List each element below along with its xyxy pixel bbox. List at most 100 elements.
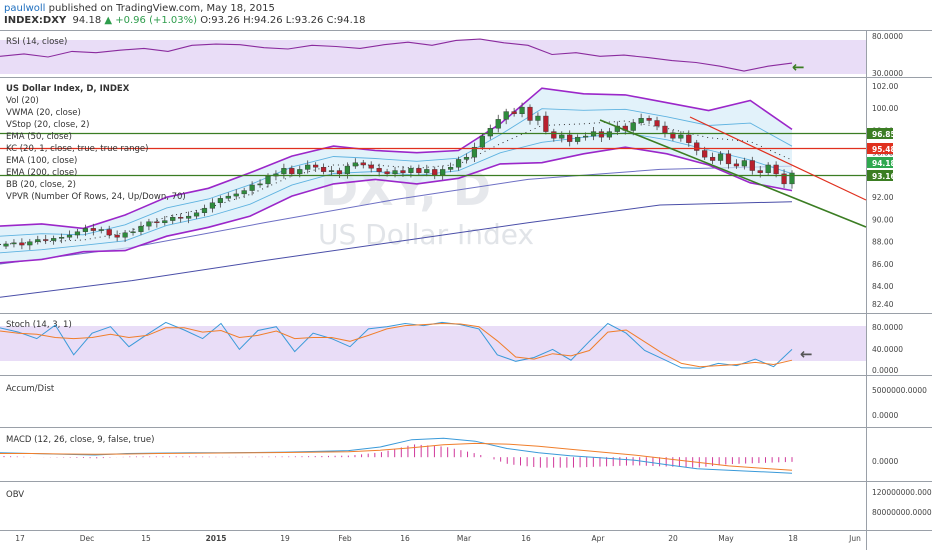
macd-histogram (3, 444, 793, 468)
candle-body (352, 162, 358, 167)
candle-body (281, 168, 287, 175)
time-tick: Jun (848, 534, 861, 543)
candle-body (614, 125, 620, 132)
candle-body (789, 172, 795, 185)
stoch-tick-40: 40.0000 (872, 345, 903, 354)
candle-body (463, 156, 470, 160)
bb-lower (0, 146, 793, 264)
candle-body (686, 134, 692, 143)
candle-body (702, 150, 708, 158)
stoch-k-line (0, 321, 793, 369)
candle-body (741, 160, 747, 167)
legend-item[interactable]: EMA (100, close) (6, 156, 77, 166)
legend-item[interactable]: VWMA (20, close) (6, 108, 81, 118)
stoch-band (0, 326, 866, 361)
candle-body (320, 166, 327, 172)
candle-body (543, 115, 549, 132)
legend-item[interactable]: EMA (50, close) (6, 132, 72, 142)
candle-body (122, 232, 128, 238)
legend-item[interactable]: Vol (20) (6, 96, 39, 106)
candle-body (757, 170, 763, 173)
legend-item[interactable]: VStop (20, close, 2) (6, 120, 89, 130)
macd-label: MACD (12, 26, close, 9, false, true) (6, 435, 154, 445)
red-trend-line[interactable] (689, 116, 867, 201)
candle-body (11, 242, 17, 245)
candle-body (606, 131, 612, 138)
time-tick: Mar (457, 534, 472, 543)
candle-body (90, 228, 96, 231)
candle-body (313, 164, 319, 168)
author-link[interactable]: paulwoll (4, 3, 46, 14)
price-tick: 88.00 (872, 238, 894, 247)
candle-body (265, 175, 271, 185)
candle-body (170, 217, 176, 221)
candle-body (98, 229, 104, 231)
obv-label: OBV (6, 490, 24, 500)
candle-body (448, 166, 454, 170)
candle-body (432, 169, 438, 176)
candle-body (201, 208, 208, 213)
legend-item[interactable]: VPVR (Number Of Rows, 24, Up/Down, 70) (6, 192, 186, 202)
candle-body (781, 173, 787, 185)
candle-body (225, 195, 231, 199)
candle-body (289, 168, 295, 175)
legend-item[interactable]: KC (20, 1, close, true, true range) (6, 144, 148, 154)
candle-body (598, 131, 605, 138)
stoch-arrow-icon: ← (800, 345, 813, 363)
symbol-label: INDEX:DXY (4, 15, 67, 26)
badge-support-text: 93.16 (872, 172, 896, 181)
time-tick: 17 (15, 534, 25, 543)
candle-body (66, 234, 73, 238)
obv-tick-120m: 120000000.0000 (872, 488, 932, 497)
accum-tick-5m: 5000000.0000 (872, 386, 927, 395)
price-tick: 100.00 (872, 104, 898, 113)
candle-body (130, 231, 136, 234)
candle-body (765, 164, 771, 173)
candle-body (440, 169, 446, 176)
badge-red-level (867, 143, 893, 154)
time-tick: Dec (80, 534, 95, 543)
time-tick: 20 (668, 534, 678, 543)
macd-tick-0: 0.0000 (872, 457, 898, 466)
ohlc-values: O:93.26 H:94.26 L:93.26 C:94.18 (200, 15, 366, 26)
rsi-tick-30: 30.0000 (872, 69, 903, 78)
candle-body (455, 159, 462, 168)
candle-body (408, 168, 414, 173)
candle-body (582, 135, 589, 138)
time-tick: 18 (788, 534, 798, 543)
price-change: ▲ +0.96 (+1.03%) (104, 15, 198, 26)
candle-body (344, 165, 350, 175)
candle-body (725, 153, 732, 165)
price-tick: 92.00 (872, 193, 894, 202)
price-tick: 86.00 (872, 260, 894, 269)
candle-body (360, 162, 366, 166)
candle-body (416, 168, 422, 173)
legend-item[interactable]: BB (20, close, 2) (6, 180, 76, 190)
candle-body (328, 170, 335, 172)
legend-item[interactable]: EMA (200, close) (6, 168, 77, 178)
rsi-tick-80: 80.0000 (872, 32, 903, 41)
candle-body (527, 106, 533, 121)
price-axis: 102.00100.0098.0096.0094.0092.0090.0088.… (872, 82, 898, 309)
stoch-label: Stoch (14, 3, 1) (6, 320, 72, 330)
time-tick: 16 (400, 534, 410, 543)
candle-body (670, 132, 676, 139)
badge-resistance-text: 96.85 (872, 130, 896, 139)
candle-body (733, 163, 740, 167)
candle-body (638, 118, 644, 123)
macd-signal-line (0, 442, 793, 471)
stoch-tick-0: 0.0000 (872, 366, 898, 375)
price-tick: 82.40 (872, 300, 894, 309)
candle-body (74, 231, 81, 236)
indicator-legend: US Dollar Index, D, INDEX Vol (20) VWMA (2… (6, 84, 186, 202)
candle-body (146, 221, 152, 227)
legend-item[interactable]: US Dollar Index, D, INDEX (6, 84, 130, 94)
candle-body (384, 171, 390, 175)
candle-body (392, 170, 398, 175)
candle-body (233, 193, 239, 197)
keltner-upper (0, 108, 793, 237)
time-tick: 19 (280, 534, 290, 543)
price-tick: 102.00 (872, 82, 898, 91)
green-trend-line[interactable] (599, 119, 867, 228)
